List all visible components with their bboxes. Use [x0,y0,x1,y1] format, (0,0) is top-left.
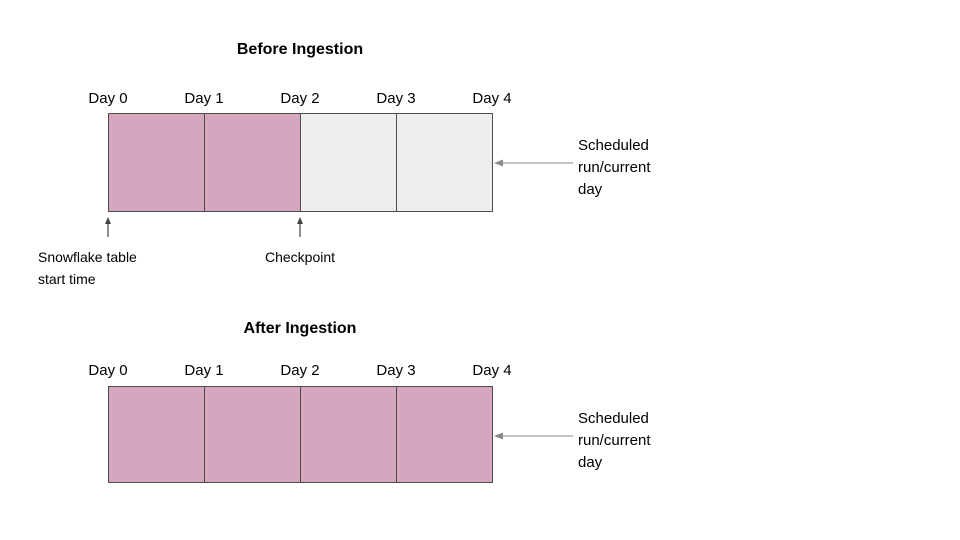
checkpoint-label: Checkpoint [264,249,336,265]
start-time-label: Snowflake table start time [38,249,137,287]
after-day-label-2: Day 2 [280,362,320,379]
before-timeline-bar [108,113,493,212]
after-day-label-1: Day 1 [184,362,224,379]
before-day-cell-0 [109,114,204,211]
before-day-label-1: Day 1 [184,90,224,107]
after-timeline-bar [108,386,493,483]
after-scheduled-label: Scheduled run/current day [578,410,651,471]
after-day-label-3: Day 3 [376,362,416,379]
before-ingestion-title: Before Ingestion [236,41,364,58]
after-day-cell-3 [396,387,492,482]
before-day-label-3: Day 3 [376,90,416,107]
after-day-label-4: Day 4 [472,362,512,379]
before-scheduled-label: Scheduled run/current day [578,137,651,198]
after-day-label-0: Day 0 [88,362,128,379]
after-scheduled-arrow-icon [493,429,573,447]
before-day-cell-3 [396,114,492,211]
after-ingestion-title: After Ingestion [243,320,357,337]
before-day-cell-2 [300,114,396,211]
after-day-cell-0 [109,387,204,482]
checkpoint-arrow-icon [295,216,305,242]
after-day-cell-1 [204,387,300,482]
before-day-label-4: Day 4 [472,90,512,107]
after-day-cell-2 [300,387,396,482]
before-day-label-2: Day 2 [280,90,320,107]
before-day-label-0: Day 0 [88,90,128,107]
before-day-cell-1 [204,114,300,211]
start-time-arrow-icon [103,216,113,242]
before-scheduled-arrow-icon [493,156,573,174]
